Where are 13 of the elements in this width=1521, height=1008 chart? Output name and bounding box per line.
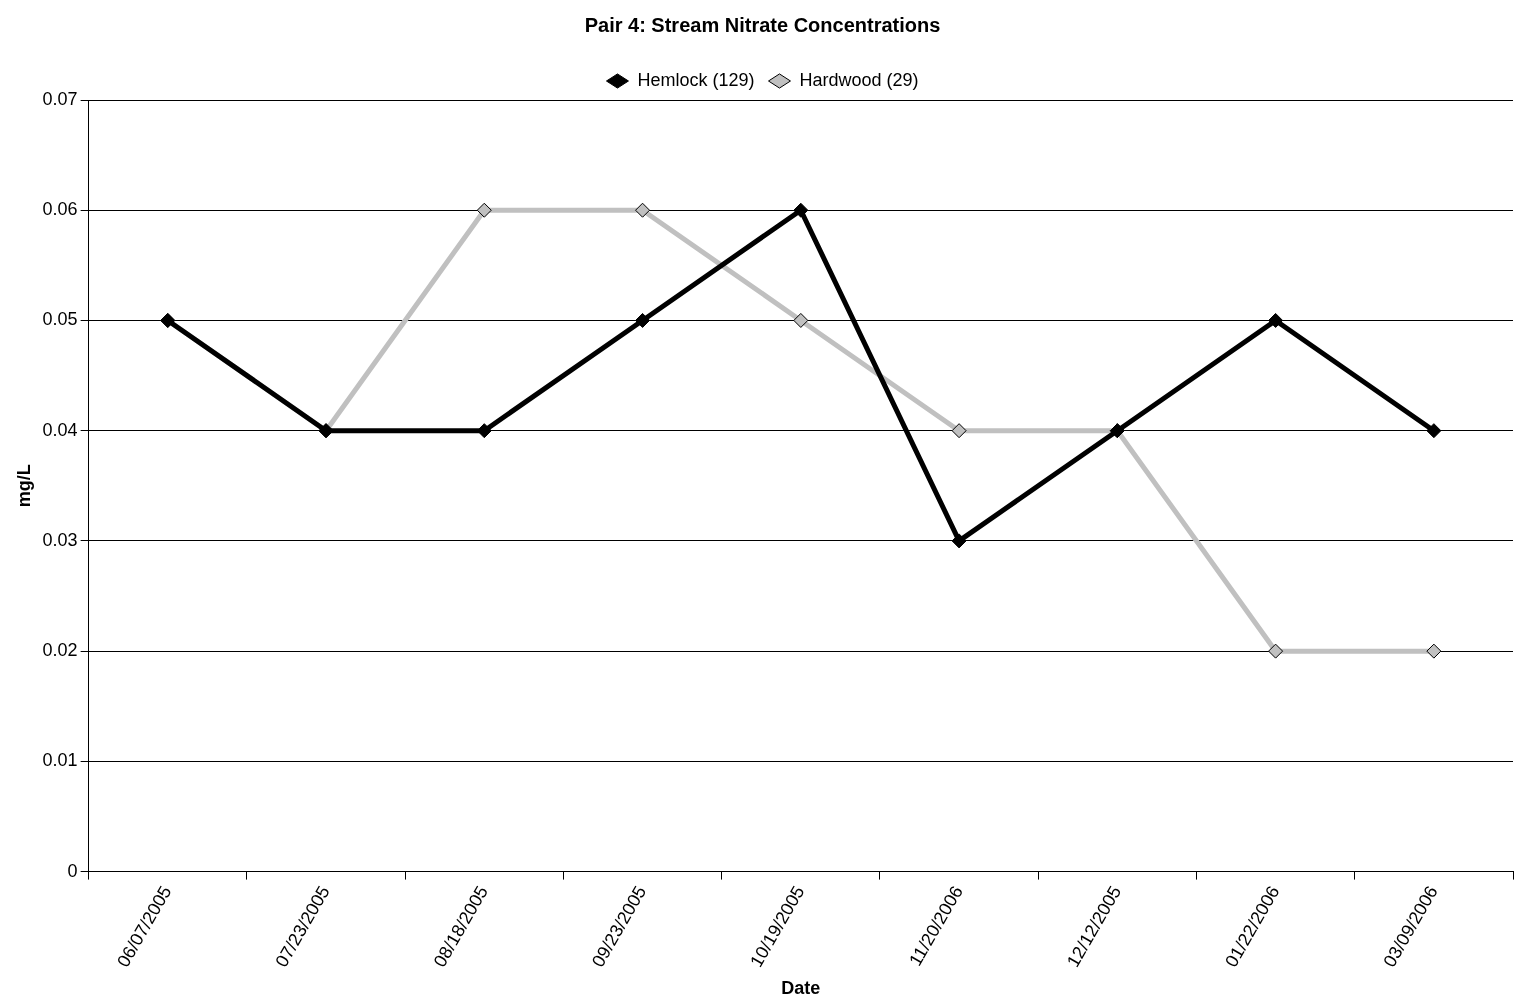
y-tick-label: 0.02 <box>42 640 78 661</box>
y-tick-label: 0.01 <box>42 750 78 771</box>
y-axis-title: mg/L <box>13 464 34 508</box>
y-tick-label: 0.06 <box>42 199 78 220</box>
legend-label: Hardwood (29) <box>799 69 919 90</box>
chart-title: Pair 4: Stream Nitrate Concentrations <box>584 13 941 36</box>
y-tick-label: 0.07 <box>42 88 78 109</box>
legend-label: Hemlock (129) <box>637 69 755 90</box>
y-tick-label: 0.04 <box>42 419 78 440</box>
x-axis-title: Date <box>781 978 821 999</box>
y-tick-label: 0 <box>67 860 78 881</box>
y-tick-label: 0.05 <box>42 309 78 330</box>
y-tick-label: 0.03 <box>42 529 78 550</box>
